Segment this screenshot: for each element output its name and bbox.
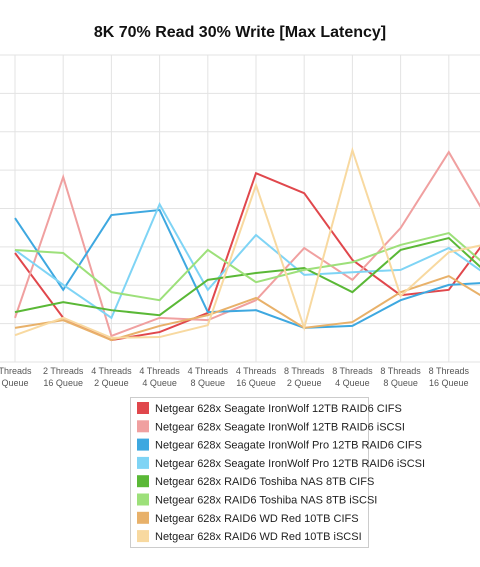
series-line (14, 150, 480, 338)
legend-label: Netgear 628x Seagate IronWolf Pro 12TB R… (155, 458, 425, 470)
legend-label: Netgear 628x RAID6 Toshiba NAS 8TB CIFS (155, 476, 374, 488)
series-line (14, 208, 480, 329)
legend-swatch (137, 456, 149, 469)
legend-swatch (137, 475, 149, 488)
x-tick-label: 8 Threads (332, 366, 373, 376)
legend-swatch (137, 402, 149, 414)
x-tick-label: 16 Queue (429, 378, 469, 388)
legend-box (130, 397, 369, 548)
legend-label: Netgear 628x RAID6 WD Red 10TB CIFS (155, 513, 359, 525)
x-tick-label: 4 Threads (139, 366, 180, 376)
x-tick-label: 8 Threads (380, 366, 421, 376)
legend-label: Netgear 628x Seagate IronWolf Pro 12TB R… (155, 440, 422, 452)
x-tick-label: 2 Queue (94, 378, 129, 388)
x-tick-label: 16 Queue (236, 378, 276, 388)
legend-swatch (137, 511, 149, 524)
chart-title: 8K 70% Read 30% Write [Max Latency] (94, 24, 386, 41)
legend-label: Netgear 628x RAID6 WD Red 10TB iSCSI (155, 531, 362, 543)
x-tick-label: 16 Queue (43, 378, 83, 388)
legend-swatch (137, 438, 149, 451)
series-line (14, 274, 480, 342)
series-line (14, 236, 480, 317)
x-tick-label: 8 Threads (429, 366, 470, 376)
series-line (14, 146, 480, 339)
x-tick-label: 4 Queue (142, 378, 177, 388)
x-tick-label: 4 Threads (236, 366, 277, 376)
x-tick-label: 4 Threads (188, 366, 229, 376)
legend-swatch (137, 493, 149, 506)
x-tick-label: 2 Queue (287, 378, 322, 388)
legend-label: Netgear 628x RAID6 Toshiba NAS 8TB iSCSI (155, 495, 377, 507)
legend-swatch (137, 530, 149, 543)
x-tick-label: 4 Threads (91, 366, 132, 376)
legend-label: Netgear 628x Seagate IronWolf 12TB RAID6… (155, 421, 405, 433)
x-tick-label: 8 Queue (191, 378, 226, 388)
legend-label: Netgear 628x Seagate IronWolf 12TB RAID6… (155, 403, 402, 415)
series-line (14, 231, 480, 302)
x-tick-label: Threads (0, 366, 32, 376)
legend-swatch (137, 420, 149, 433)
x-tick-label: 8 Queue (383, 378, 418, 388)
x-tick-label: 4 Queue (335, 378, 370, 388)
x-tick-label: 2 Threads (43, 366, 84, 376)
x-tick-label: Queue (1, 378, 28, 388)
x-tick-label: 8 Threads (284, 366, 325, 376)
